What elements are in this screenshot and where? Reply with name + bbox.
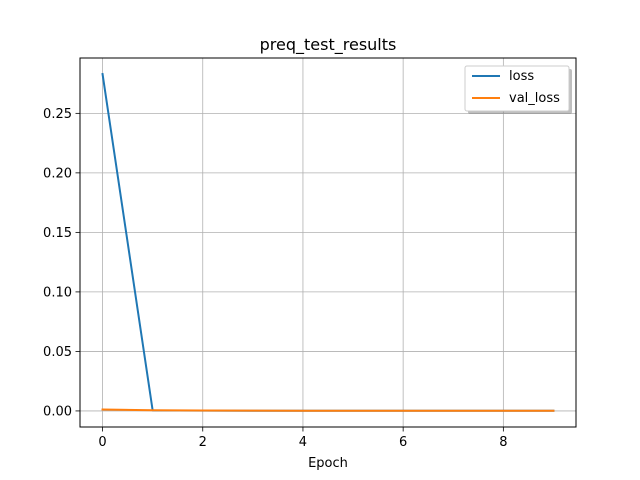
legend-box	[464, 65, 570, 112]
x-tick-label: 6	[399, 435, 407, 450]
legend: loss val_loss	[464, 65, 572, 114]
y-tick-label: 0.10	[43, 285, 72, 300]
x-tick-label: 8	[499, 435, 507, 450]
y-tick-label: 0.05	[43, 345, 72, 360]
chart-title: preq_test_results	[260, 35, 397, 55]
ticks: 0 2 4 6 8 0.00 0.05 0.10 0.15 0.20 0.25	[43, 107, 507, 450]
x-tick-label: 2	[199, 435, 207, 450]
legend-label-loss: loss	[509, 69, 534, 84]
x-tick-label: 4	[299, 435, 307, 450]
y-tick-label: 0.20	[43, 166, 72, 181]
y-tick-label: 0.00	[43, 404, 72, 419]
series-lines	[101, 72, 555, 412]
plot-frame	[79, 57, 577, 428]
series-line-val-loss	[101, 408, 555, 412]
y-tick-label: 0.25	[43, 107, 72, 122]
y-tick-label: 0.15	[43, 226, 72, 241]
x-axis-title: Epoch	[308, 456, 348, 471]
x-tick-label: 0	[98, 435, 106, 450]
legend-label-val-loss: val_loss	[509, 91, 560, 106]
